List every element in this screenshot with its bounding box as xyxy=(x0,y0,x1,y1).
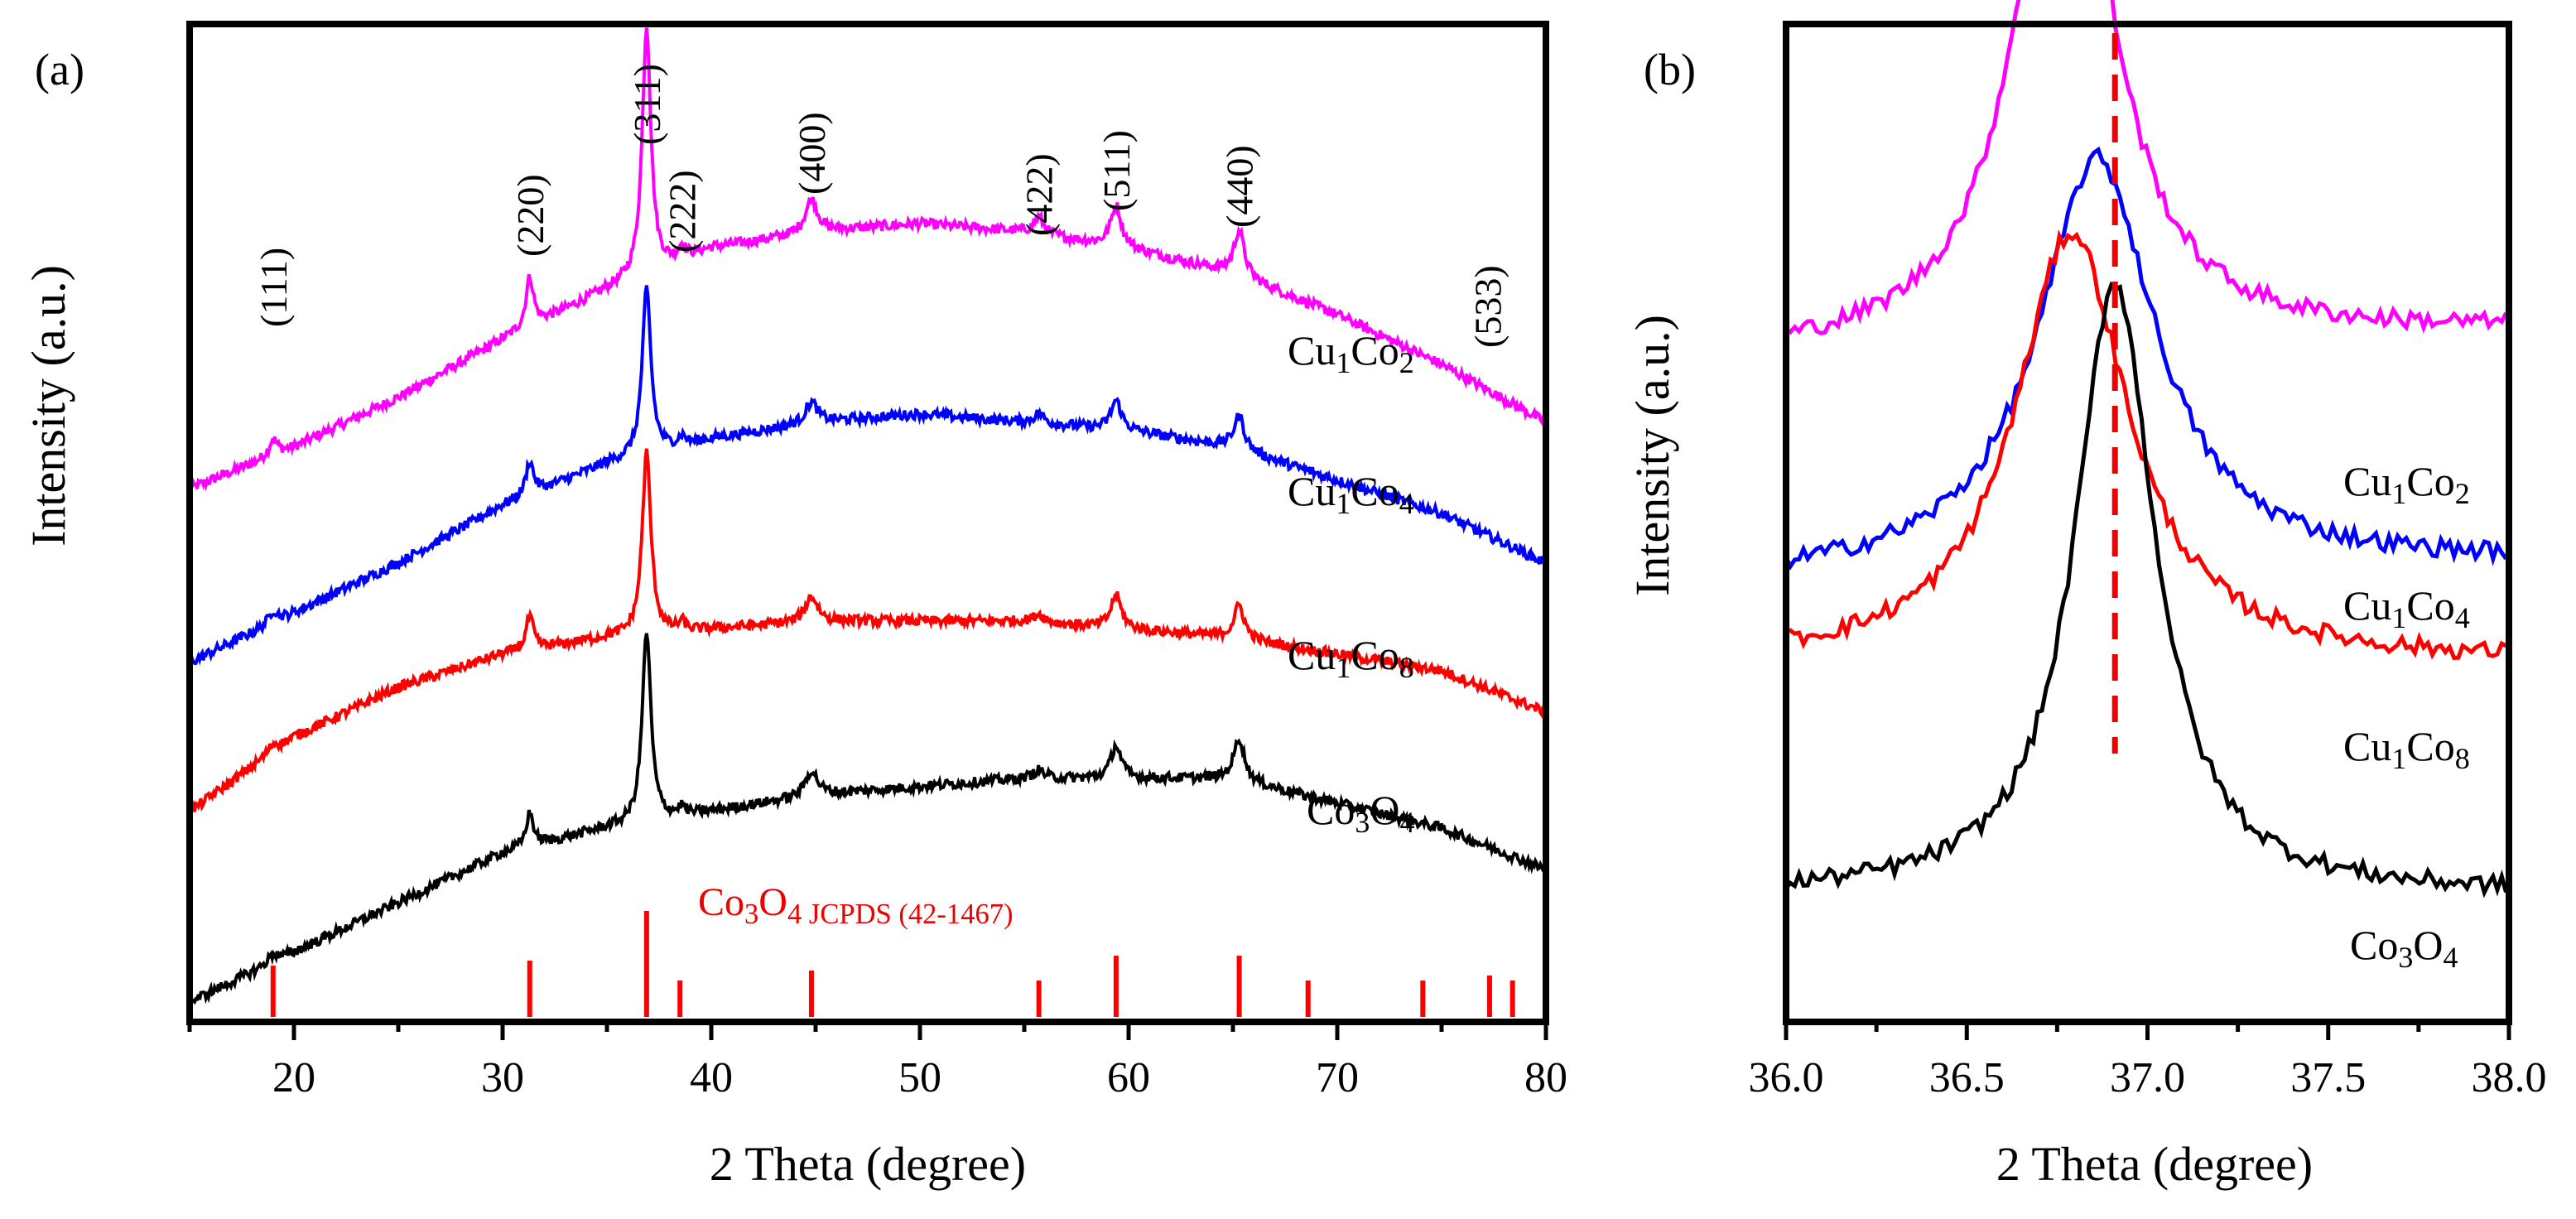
panel-b-series-label-cu1co8: Cu1Co8 xyxy=(2343,723,2470,775)
panel-a-series-labels: Cu1Co2 Cu1Co4 Cu1Co8 Co3O4 xyxy=(1288,327,1414,839)
panel-a-xtick-label: 30 xyxy=(481,1054,524,1101)
peak-label-5: (422) xyxy=(1018,153,1061,236)
panel-a-xtick-label: 60 xyxy=(1107,1054,1150,1101)
panel-a-plot-frame xyxy=(186,21,1549,1025)
panel-b-xtick-label: 37.0 xyxy=(2110,1054,2185,1101)
panel-a-y-axis-title: Intensity (a.u.) xyxy=(22,265,75,547)
panel-a-xtick-label: 70 xyxy=(1316,1054,1359,1101)
panel-a-x-axis-ticks: 20 30 40 50 60 70 80 xyxy=(187,1022,1567,1101)
panel-b-series-group xyxy=(1784,0,2508,899)
panel-a-series-line-cu1co8 xyxy=(189,448,1548,817)
panel-a-series-group xyxy=(188,27,1548,1007)
peak-label-4: (400) xyxy=(791,112,833,195)
panel-a-series-line-cu1co2 xyxy=(188,27,1546,495)
panel-b-series-line-cu1co4 xyxy=(1784,146,2508,571)
panel-a-xtick-label: 50 xyxy=(898,1054,941,1101)
peak-label-8: (533) xyxy=(1466,265,1509,348)
panel-b-series-line-co3o4 xyxy=(1784,281,2508,899)
panel-a-reference-lines xyxy=(270,911,1515,1017)
panel-a-xtick-label: 40 xyxy=(690,1054,733,1101)
peak-label-7: (440) xyxy=(1219,145,1261,228)
panel-b-series-label-cu1co2: Cu1Co2 xyxy=(2343,458,2470,510)
panel-b-x-axis-title: 2 Theta (degree) xyxy=(1996,1137,2313,1191)
panel-a-xtick-label: 80 xyxy=(1524,1054,1567,1101)
panel-b-label: (b) xyxy=(1644,45,1696,94)
reference-pattern-label: Co3O4 JCPDS (42-1467) xyxy=(698,880,1014,930)
panel-a-series-line-cu1co4 xyxy=(188,285,1548,667)
panel-b-series-line-cu1co2 xyxy=(1784,0,2508,335)
panel-a-series-label-co3o4: Co3O4 xyxy=(1307,787,1414,839)
panel-a-series-label-cu1co4: Cu1Co4 xyxy=(1288,468,1414,520)
peak-label-2: (311) xyxy=(626,64,668,145)
panel-a-xrd-patterns: (a) (111)(220)(311)(222)(400)(422) (511)(… xyxy=(22,21,1567,1191)
panel-a-label: (a) xyxy=(35,45,84,94)
panel-b-y-axis-title: Intensity (a.u.) xyxy=(1625,315,1679,596)
panel-b-series-labels: Cu1Co2 Cu1Co4 Cu1Co8 Co3O4 xyxy=(2343,458,2470,974)
panel-a-x-axis-title: 2 Theta (degree) xyxy=(710,1137,1026,1191)
panel-b-x-axis-ticks: 36.0 36.5 37.0 37.5 38.0 xyxy=(1749,1022,2547,1101)
panel-b-xtick-label: 36.5 xyxy=(1929,1054,2005,1101)
panel-a-series-label-cu1co2: Cu1Co2 xyxy=(1288,327,1414,379)
peak-label-3: (222) xyxy=(662,170,704,253)
panel-a-peak-labels: (111) (220) (311) (222) (400) (422) (511) (440)… xyxy=(253,64,1509,348)
peak-label-6: (511) xyxy=(1095,130,1138,211)
panel-a-series-label-cu1co8: Cu1Co8 xyxy=(1288,632,1414,684)
panel-b-xtick-label: 38.0 xyxy=(2472,1054,2547,1101)
panel-b-series-label-co3o4: Co3O4 xyxy=(2350,922,2458,974)
peak-label-0: (111) xyxy=(253,248,295,327)
panel-b-xtick-label: 36.0 xyxy=(1749,1054,1824,1101)
panel-b-peak-shift: (b) Cu1Co2 Cu1Co4 Cu1Co8 Co3O4 36.0 36.5 37.0… xyxy=(1625,0,2547,1191)
panel-b-xtick-label: 37.5 xyxy=(2290,1054,2366,1101)
panel-b-series-label-cu1co4: Cu1Co4 xyxy=(2343,582,2470,634)
panel-a-xtick-label: 20 xyxy=(272,1054,315,1101)
peak-label-1: (220) xyxy=(509,174,551,257)
panel-a-series-line-co3o4 xyxy=(188,633,1548,1007)
